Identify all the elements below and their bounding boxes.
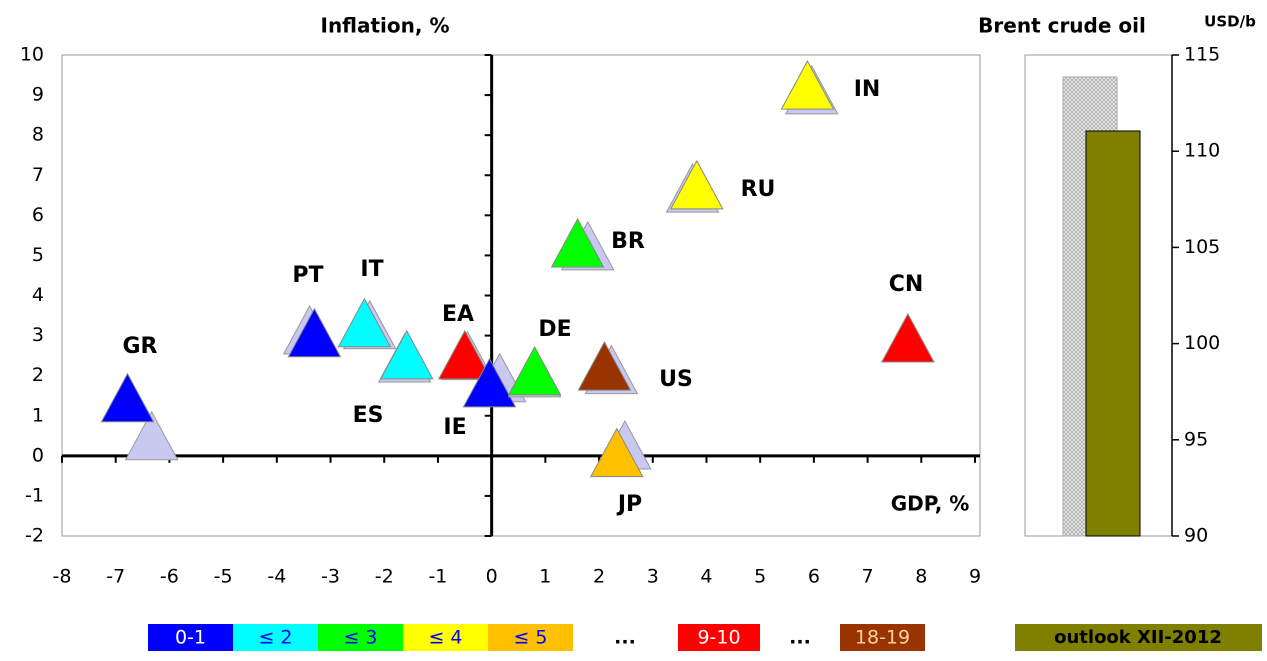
y-axis-title: Inflation, % [321, 14, 450, 38]
y-tick-label: 110 [1184, 140, 1220, 162]
marker [881, 312, 935, 363]
y-tick-label: 6 [32, 204, 44, 226]
y-tick-label: 7 [32, 164, 44, 186]
legend-label: 9-10 [697, 627, 740, 649]
x-axis-title: GDP, % [891, 492, 970, 516]
y-tick-label: 2 [32, 364, 44, 386]
legend-swatch [318, 624, 403, 651]
marker [437, 329, 492, 380]
marker [462, 357, 517, 408]
point-label: IN [854, 77, 881, 102]
marker [550, 217, 605, 268]
x-tick-label: 7 [862, 566, 874, 588]
y-tick-label: 95 [1184, 428, 1208, 450]
legend-swatch [595, 624, 655, 651]
marker [507, 345, 562, 396]
point-label: US [659, 367, 693, 392]
x-tick-label: -5 [214, 566, 233, 588]
x-tick-label: 3 [647, 566, 659, 588]
x-tick-label: 1 [539, 566, 551, 588]
y-tick-label: 9 [32, 84, 44, 106]
y-tick-label: 4 [32, 284, 44, 306]
legend-swatch [403, 624, 488, 651]
y-tick-label: 105 [1184, 236, 1220, 258]
x-tick-label: -6 [160, 566, 179, 588]
x-tick-label: 2 [593, 566, 605, 588]
legend-label: 18-19 [855, 627, 910, 649]
point-label: IT [360, 257, 383, 282]
x-tick-label: 6 [808, 566, 820, 588]
x-tick-label: 0 [486, 566, 498, 588]
x-tick-label: 4 [700, 566, 712, 588]
y-tick-label: 0 [32, 444, 44, 466]
y-tick-label: -2 [25, 525, 44, 547]
legend-swatch [233, 624, 318, 651]
point-label: ES [353, 403, 384, 428]
point-label: GR [123, 334, 158, 359]
y-tick-label: 90 [1184, 525, 1208, 547]
bar-axis-title: USD/b [1204, 13, 1256, 31]
point-label: DE [538, 317, 571, 342]
x-tick-label: -2 [375, 566, 394, 588]
y-tick-label: 8 [32, 124, 44, 146]
point-label: IE [443, 415, 466, 440]
x-tick-label: -4 [267, 566, 286, 588]
bar-title: Brent crude oil [978, 14, 1146, 38]
x-tick-label: -8 [53, 566, 72, 588]
marker [589, 427, 644, 478]
bar [1085, 130, 1141, 537]
x-tick-label: 5 [754, 566, 766, 588]
legend-label: ≤ 2 [258, 627, 292, 649]
y-tick-label: 3 [32, 324, 44, 346]
legend-label: ... [614, 627, 636, 649]
legend-label: outlook XII-2012 [1054, 627, 1222, 648]
legend-swatch [770, 624, 830, 651]
point-label: BR [611, 229, 645, 254]
marker [780, 60, 835, 110]
legend-label: 0-1 [175, 627, 206, 649]
point-label: PT [292, 263, 323, 288]
point-label: EA [442, 302, 474, 327]
x-tick-label: 8 [915, 566, 927, 588]
point-label: RU [741, 177, 776, 202]
legend-swatch [840, 624, 925, 651]
y-tick-label: 115 [1184, 44, 1220, 66]
y-tick-label: 5 [32, 244, 44, 266]
x-tick-label: 9 [969, 566, 981, 588]
y-tick-label: 1 [32, 404, 44, 426]
legend-swatch [488, 624, 573, 651]
legend-label: ... [789, 627, 811, 649]
legend-label: ≤ 5 [513, 627, 547, 649]
marker [669, 159, 724, 210]
marker [100, 372, 155, 423]
marker [337, 297, 392, 348]
x-tick-label: -3 [321, 566, 340, 588]
marker [379, 329, 434, 380]
point-label: CN [889, 272, 924, 297]
legend-swatch [678, 624, 760, 651]
y-tick-label: -1 [25, 484, 44, 506]
x-tick-label: -1 [428, 566, 447, 588]
y-tick-label: 100 [1184, 332, 1220, 354]
y-tick-label: 10 [20, 44, 44, 66]
previous-marker [124, 410, 179, 461]
plot-frame [61, 54, 981, 537]
legend-swatch [148, 624, 233, 651]
legend-label: ≤ 3 [343, 627, 377, 649]
marker [287, 307, 342, 358]
legend-label: ≤ 4 [428, 627, 462, 649]
point-label: JP [616, 492, 642, 517]
legend-swatch [1015, 624, 1262, 651]
marker [577, 341, 632, 391]
x-tick-label: -7 [106, 566, 125, 588]
